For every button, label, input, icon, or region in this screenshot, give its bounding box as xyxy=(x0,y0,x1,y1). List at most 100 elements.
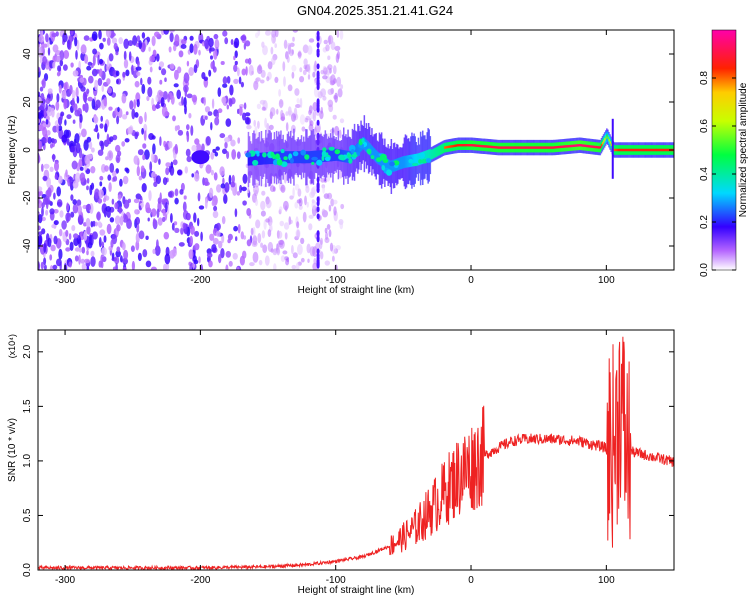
heatmap-noise-cell xyxy=(229,84,234,96)
heatmap-noise-cell xyxy=(136,71,141,77)
heatmap-noise-cell xyxy=(70,62,74,68)
heatmap-noise-cell xyxy=(234,37,240,49)
heatmap-ridge-blob xyxy=(191,150,210,165)
heatmap-ridge-band xyxy=(442,143,445,154)
heatmap-noise-cell xyxy=(256,103,261,110)
heatmap-ridge-blob xyxy=(262,152,267,158)
heatmap-ridge-core xyxy=(595,145,597,149)
heatmap-noise-cell xyxy=(45,209,49,216)
heatmap-noise-cell xyxy=(219,166,225,177)
heatmap-noise-cell xyxy=(172,159,178,166)
heatmap-noise-cell xyxy=(41,163,44,172)
heatmap-ridge-core xyxy=(499,146,501,149)
heatmap-noise-cell xyxy=(47,136,52,144)
heatmap-noise-cell xyxy=(162,177,168,186)
heatmap-ridge-core xyxy=(566,145,568,148)
heatmap-noise-cell xyxy=(244,116,250,125)
heatmap-noise-cell xyxy=(209,47,215,52)
heatmap-noise-cell xyxy=(159,136,162,147)
heatmap-noise-cell xyxy=(65,212,71,222)
heatmap-noise-cell xyxy=(115,144,121,153)
heatmap-noise-cell xyxy=(246,208,252,216)
heatmap-ridge-core xyxy=(518,146,521,149)
heatmap-noise-cell xyxy=(50,244,56,252)
heatmap-noise-cell xyxy=(82,104,86,112)
heatmap-noise-cell xyxy=(248,57,252,65)
heatmap-noise-cell xyxy=(97,149,104,156)
heatmap-ridge-blob xyxy=(411,162,419,167)
heatmap-noise-cell xyxy=(134,132,138,140)
heatmap-noise-cell xyxy=(148,46,151,52)
heatmap-noise-cell xyxy=(291,244,294,255)
heatmap-noise-cell xyxy=(232,252,238,260)
heatmap-noise-cell xyxy=(325,232,329,240)
heatmap-ridge-band xyxy=(401,156,403,169)
heatmap-noise-cell xyxy=(233,55,236,61)
heatmap-ridge-core xyxy=(492,145,495,149)
heatmap-noise-cell xyxy=(83,35,90,41)
heatmap-noise-cell xyxy=(76,96,80,104)
heatmap-noise-cell xyxy=(115,168,119,174)
heatmap-ridge-band xyxy=(248,153,251,166)
heatmap-noise-cell xyxy=(193,43,198,55)
heatmap-noise-cell xyxy=(66,202,69,211)
heatmap-noise-cell xyxy=(54,173,58,180)
heatmap-noise-cell xyxy=(272,248,278,256)
heatmap-noise-cell xyxy=(148,190,152,202)
heatmap-noise-cell xyxy=(336,30,340,38)
heatmap-ridge-blob xyxy=(328,146,335,151)
heatmap-noise-cell xyxy=(190,225,195,235)
heatmap-noise-cell xyxy=(155,175,161,185)
heatmap-x-tick-label: -200 xyxy=(190,275,210,286)
heatmap-noise-cell xyxy=(135,193,142,200)
snr-x-tick-label: -300 xyxy=(55,575,75,586)
heatmap-ridge-core xyxy=(652,148,655,152)
heatmap-noise-cell xyxy=(316,230,320,237)
heatmap-noise-cell xyxy=(269,221,273,231)
heatmap-noise-cell xyxy=(230,181,236,188)
heatmap-ridge-band xyxy=(310,151,312,163)
heatmap-noise-cell xyxy=(191,144,197,152)
heatmap-ridge-band xyxy=(437,146,439,156)
heatmap-noise-cell xyxy=(237,223,241,234)
heatmap-ridge-core xyxy=(513,146,515,149)
heatmap-noise-cell xyxy=(216,222,221,231)
heatmap-noise-cell xyxy=(193,259,199,265)
heatmap-noise-cell xyxy=(101,103,104,108)
heatmap-noise-cell xyxy=(299,114,306,125)
heatmap-noise-cell xyxy=(78,158,83,168)
heatmap-noise-cell xyxy=(72,70,79,77)
heatmap-noise-cell xyxy=(294,201,299,209)
heatmap-noise-cell xyxy=(219,133,226,139)
heatmap-ridge-band xyxy=(315,150,318,163)
heatmap-noise-cell xyxy=(81,153,85,164)
heatmap-noise-cell xyxy=(233,64,238,72)
heatmap-noise-cell xyxy=(173,44,177,52)
heatmap-noise-cell xyxy=(239,184,243,193)
heatmap-noise-cell xyxy=(106,37,111,46)
heatmap-ridge-blob xyxy=(292,151,299,157)
heatmap-noise-cell xyxy=(61,90,67,100)
heatmap-ridge-blob xyxy=(280,161,288,168)
heatmap-noise-cell xyxy=(283,39,288,49)
heatmap-ridge-core xyxy=(523,146,525,149)
heatmap-noise-cell xyxy=(183,72,190,84)
heatmap-noise-cell xyxy=(63,50,70,59)
heatmap-noise-cell xyxy=(332,255,335,262)
heatmap-noise-cell xyxy=(55,101,60,111)
heatmap-noise-cell xyxy=(46,130,51,136)
heatmap-noise-cell xyxy=(211,200,215,206)
heatmap-noise-cell xyxy=(204,198,208,209)
heatmap-noise-cell xyxy=(283,222,290,230)
heatmap-noise-cell xyxy=(239,255,245,266)
heatmap-noise-cell xyxy=(204,115,208,121)
heatmap-ridge-core xyxy=(521,146,524,149)
heatmap-ridge-core xyxy=(515,146,517,149)
heatmap-noise-cell xyxy=(80,44,87,55)
heatmap-ridge-blob xyxy=(300,149,307,156)
heatmap-noise-cell xyxy=(329,242,334,252)
heatmap-noise-cell xyxy=(200,231,203,242)
heatmap-noise-cell xyxy=(122,257,128,265)
heatmap-ridge-core xyxy=(511,146,513,149)
heatmap-ridge-core xyxy=(634,148,636,152)
